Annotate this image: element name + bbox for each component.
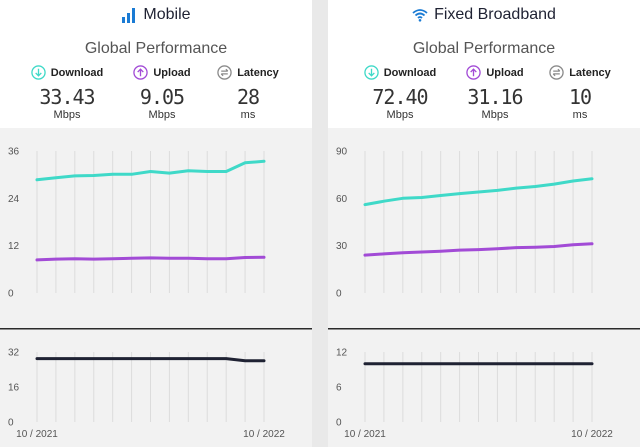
y-tick-label: 36 xyxy=(8,147,20,158)
metric-upload: Upload 9.05 Mbps xyxy=(112,64,212,121)
upload-icon xyxy=(466,65,482,80)
signal-bars-icon xyxy=(122,8,136,23)
metric-label: Latency xyxy=(569,66,611,79)
metric-value: 10 xyxy=(568,85,592,109)
metric-label: Download xyxy=(383,66,437,79)
metric-label: Download xyxy=(50,66,104,79)
fixed-broadband-panel: Fixed Broadband Global Performance Downl… xyxy=(328,0,640,447)
fixed-chart-area: 0 30 60 90 0 6 12 10 / 2021 10 / 2022 xyxy=(328,128,640,447)
y-tick-label: 0 xyxy=(8,289,14,300)
metric-unit: Mbps xyxy=(148,109,176,121)
metric-unit: Mbps xyxy=(386,109,414,121)
y-tick-label: 0 xyxy=(336,289,342,300)
y-tick-label: 12 xyxy=(8,241,20,252)
metric-latency: Latency 10 ms xyxy=(530,64,630,121)
series-line-latency xyxy=(35,357,266,363)
x-tick-label: 10 / 2022 xyxy=(571,429,613,440)
metric-upload: Upload 31.16 Mbps xyxy=(445,64,545,121)
y-tick-label: 12 xyxy=(336,348,348,359)
download-icon xyxy=(364,65,379,80)
y-tick-label: 0 xyxy=(336,418,342,429)
wifi-icon xyxy=(412,9,428,22)
chart-divider xyxy=(0,328,312,330)
metric-value: 31.16 xyxy=(467,85,523,109)
metric-unit: Mbps xyxy=(53,109,81,121)
metric-download: Download 33.43 Mbps xyxy=(17,64,117,121)
panel-title-text: Mobile xyxy=(143,6,191,23)
metric-download: Download 72.40 Mbps xyxy=(350,64,450,121)
panel-title-text: Fixed Broadband xyxy=(434,6,556,23)
download-icon xyxy=(31,65,46,80)
metric-value: 28 xyxy=(236,85,260,109)
fixed-broadband-charts: 0 30 60 90 0 6 12 10 / 2021 10 / 2022 xyxy=(328,147,640,440)
x-tick-label: 10 / 2021 xyxy=(344,429,386,440)
panel-subtitle: Global Performance xyxy=(84,40,228,57)
series-line-download xyxy=(363,177,594,207)
metric-value: 72.40 xyxy=(372,85,428,109)
latency-icon xyxy=(217,65,232,80)
metric-unit: ms xyxy=(572,109,588,121)
y-tick-label: 60 xyxy=(336,194,348,205)
metric-value: 9.05 xyxy=(139,85,185,109)
y-tick-label: 0 xyxy=(8,418,14,429)
x-tick-label: 10 / 2021 xyxy=(16,429,58,440)
metric-label: Upload xyxy=(486,66,524,79)
metric-label: Latency xyxy=(237,66,279,79)
metric-label: Upload xyxy=(153,66,191,79)
y-tick-label: 32 xyxy=(8,348,20,359)
series-line-upload xyxy=(363,242,594,257)
mobile-chart-area: 0 12 24 36 0 16 32 10 / 2021 10 / 2022 xyxy=(0,128,312,447)
metric-unit: Mbps xyxy=(481,109,509,121)
y-tick-label: 24 xyxy=(8,194,20,205)
upload-icon xyxy=(133,65,149,80)
series-line-download xyxy=(35,159,266,182)
latency-icon xyxy=(549,65,564,80)
y-tick-label: 90 xyxy=(336,147,348,158)
x-tick-label: 10 / 2022 xyxy=(243,429,285,440)
metric-unit: ms xyxy=(240,109,256,121)
y-tick-label: 16 xyxy=(8,383,20,394)
panel-title: Mobile xyxy=(0,4,312,26)
y-tick-label: 30 xyxy=(336,241,348,252)
panel-subtitle: Global Performance xyxy=(412,40,556,57)
panel-title: Fixed Broadband xyxy=(328,4,640,26)
mobile-panel: Mobile Global Performance Download 33.43… xyxy=(0,0,312,447)
metric-latency: Latency 28 ms xyxy=(198,64,298,121)
mobile-charts: 0 12 24 36 0 16 32 10 / 2021 10 / 2022 xyxy=(0,147,312,440)
chart-divider xyxy=(328,328,640,330)
y-tick-label: 6 xyxy=(336,383,342,394)
metric-value: 33.43 xyxy=(39,85,95,109)
